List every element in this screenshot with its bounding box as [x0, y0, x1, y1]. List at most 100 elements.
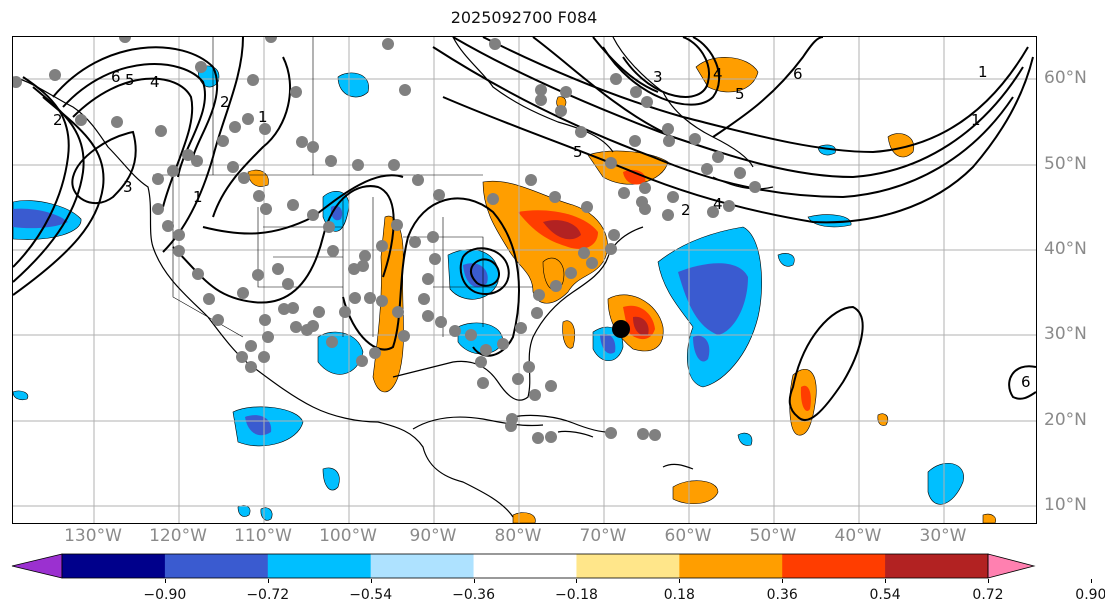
- station-dot: [723, 200, 735, 212]
- station-dot: [435, 316, 447, 328]
- station-dot: [359, 250, 371, 262]
- station-dot: [195, 61, 207, 73]
- contour-label: 1: [978, 63, 988, 81]
- station-dot: [637, 428, 649, 440]
- longitude-label: 110°W: [234, 526, 292, 546]
- chart-title: 2025092700 F084: [450, 8, 598, 27]
- station-dot: [639, 182, 651, 194]
- station-dot: [531, 307, 543, 319]
- station-dot: [313, 306, 325, 318]
- colorbar-tick-mark: [782, 579, 784, 583]
- longitude-label: 40°W: [834, 526, 882, 546]
- station-dot: [237, 287, 249, 299]
- station-dot: [734, 167, 746, 179]
- station-dot: [388, 159, 400, 171]
- station-dot: [465, 329, 477, 341]
- station-dot: [701, 163, 713, 175]
- station-dot: [272, 263, 284, 275]
- station-dot: [75, 114, 87, 126]
- longitude-label: 80°W: [494, 526, 542, 546]
- colorbar-tick-mark: [370, 579, 372, 583]
- colorbar-tick-label: −0.90: [143, 587, 187, 603]
- station-dot: [497, 338, 509, 350]
- latitude-label: 60°N: [1044, 68, 1087, 88]
- station-dot: [167, 165, 179, 177]
- station-dot: [489, 38, 501, 50]
- colorbar-bin: [267, 554, 372, 578]
- station-dot: [560, 86, 572, 98]
- colorbar-tick-mark: [473, 579, 475, 583]
- colorbar-extend-low: [11, 553, 63, 579]
- station-dot: [155, 125, 167, 137]
- station-dot: [290, 86, 302, 98]
- station-dot: [307, 320, 319, 332]
- contour-label: 5: [573, 143, 583, 161]
- station-dot: [259, 123, 271, 135]
- station-dot: [605, 427, 617, 439]
- station-dot: [307, 209, 319, 221]
- station-dot: [356, 355, 368, 367]
- station-dot: [245, 361, 257, 373]
- station-dot: [565, 267, 577, 279]
- colorbar-tick-mark: [267, 579, 269, 583]
- station-dot: [689, 133, 701, 145]
- colorbar-bin: [576, 554, 680, 578]
- station-dot: [639, 203, 651, 215]
- station-dot: [667, 191, 679, 203]
- longitude-label: 30°W: [919, 526, 967, 546]
- station-dot: [512, 373, 524, 385]
- colorbar-tick-label: 0.72: [972, 587, 1004, 603]
- station-dot: [349, 292, 361, 304]
- station-dot: [152, 173, 164, 185]
- station-dot: [422, 273, 434, 285]
- station-dot: [326, 336, 338, 348]
- longitude-label: 50°W: [749, 526, 797, 546]
- station-dot: [212, 314, 224, 326]
- longitude-label: 120°W: [149, 526, 207, 546]
- contour-label: 3: [653, 68, 663, 86]
- station-dot: [712, 151, 724, 163]
- station-dot: [529, 389, 541, 401]
- station-dot: [532, 432, 544, 444]
- station-dot: [480, 344, 492, 356]
- contour-label: 4: [713, 195, 723, 213]
- station-dot: [399, 84, 411, 96]
- station-dot: [429, 253, 441, 265]
- station-dot: [376, 295, 388, 307]
- station-dot: [707, 206, 719, 218]
- station-dot: [535, 94, 547, 106]
- contour-label: 2: [53, 111, 63, 129]
- station-dot: [327, 245, 339, 257]
- station-dot: [49, 69, 61, 81]
- station-dot: [265, 37, 277, 43]
- station-dot: [515, 322, 527, 334]
- station-dot: [173, 245, 185, 257]
- station-dot: [238, 172, 250, 184]
- station-dot: [586, 257, 598, 269]
- station-dot: [262, 331, 274, 343]
- contour-label: 6: [1021, 373, 1031, 391]
- station-dot: [282, 278, 294, 290]
- longitude-label: 60°W: [664, 526, 712, 546]
- colorbar-tick-label: −0.72: [246, 587, 290, 603]
- storm-center-marker: [612, 320, 630, 338]
- latitude-label: 50°N: [1044, 154, 1087, 174]
- station-dot: [182, 149, 194, 161]
- station-dot: [525, 174, 537, 186]
- station-dot: [307, 141, 319, 153]
- station-dot: [608, 229, 620, 241]
- station-dot: [575, 126, 587, 138]
- station-dot: [662, 209, 674, 221]
- contour-label: 5: [735, 85, 745, 103]
- shaded-anomaly-layer: [13, 57, 996, 523]
- station-dot: [252, 269, 264, 281]
- colorbar-tick-mark: [1090, 579, 1092, 583]
- colorbar-bin: [164, 554, 269, 578]
- station-dot: [392, 306, 404, 318]
- latitude-label: 20°N: [1044, 410, 1087, 430]
- contour-label: 4: [713, 65, 723, 83]
- contour-label: 2: [220, 93, 230, 111]
- contour-label: 1: [258, 108, 268, 126]
